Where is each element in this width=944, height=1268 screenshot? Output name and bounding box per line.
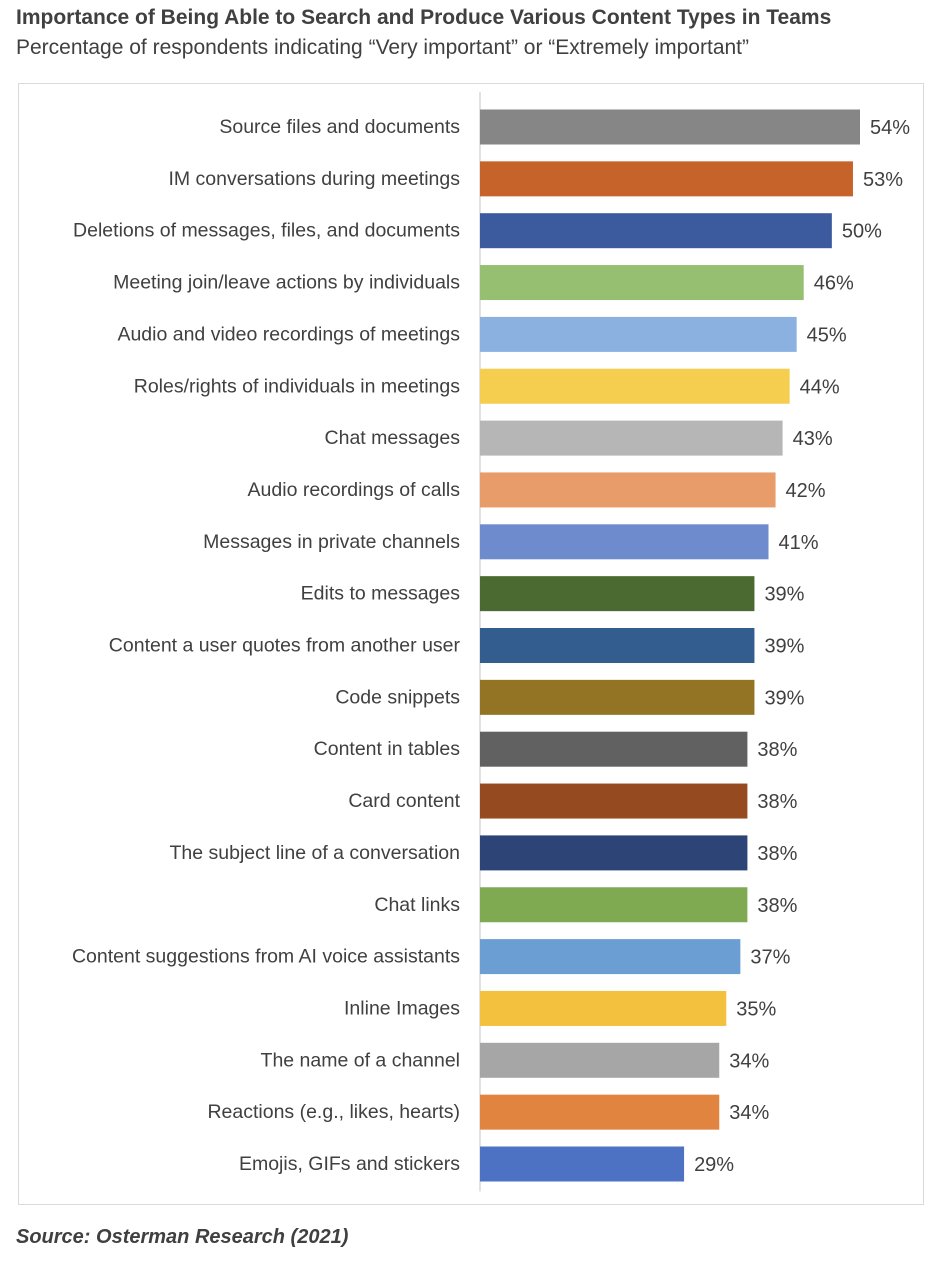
bar-deletions-of-messages-files-and-documents <box>480 213 832 249</box>
value-label-card-content: 38% <box>757 791 797 813</box>
bar-content-in-tables <box>480 731 748 767</box>
bar-audio-and-video-recordings-of-meetings <box>480 316 797 352</box>
category-label-the-name-of-a-channel: The name of a channel <box>261 1049 460 1071</box>
category-label-reactions-e-g-likes-hearts: Reactions (e.g., likes, hearts) <box>207 1101 460 1123</box>
bar-the-name-of-a-channel <box>480 1042 720 1078</box>
value-label-inline-images: 35% <box>736 998 776 1020</box>
category-label-deletions-of-messages-files-and-documents: Deletions of messages, files, and docume… <box>73 220 460 242</box>
category-label-card-content: Card content <box>348 790 460 812</box>
category-label-content-a-user-quotes-from-another-user: Content a user quotes from another user <box>109 635 461 657</box>
bar-source-files-and-documents <box>480 109 860 145</box>
category-label-content-in-tables: Content in tables <box>314 738 461 760</box>
bar-inline-images <box>480 990 727 1026</box>
value-label-chat-messages: 43% <box>793 428 833 450</box>
chart-subtitle: Percentage of respondents indicating “Ve… <box>16 36 750 59</box>
chart-title: Importance of Being Able to Search and P… <box>16 6 832 29</box>
bars-group: Source files and documents 54% IM conversa… <box>72 109 910 1182</box>
bar-im-conversations-during-meetings <box>480 161 853 197</box>
bar-the-subject-line-of-a-conversation <box>480 835 748 871</box>
bar-card-content <box>480 783 748 819</box>
bar-content-a-user-quotes-from-another-user <box>480 628 755 663</box>
value-label-code-snippets: 39% <box>764 687 804 709</box>
category-label-chat-links: Chat links <box>374 894 460 916</box>
value-label-source-files-and-documents: 54% <box>870 117 910 139</box>
category-label-chat-messages: Chat messages <box>325 427 461 449</box>
category-label-source-files-and-documents: Source files and documents <box>219 116 460 138</box>
value-label-messages-in-private-channels: 41% <box>779 532 819 554</box>
bar-content-suggestions-from-ai-voice-assistants <box>480 939 741 975</box>
bar-audio-recordings-of-calls <box>480 472 776 508</box>
chart-area: Source files and documents 54% IM conversa… <box>18 83 924 1205</box>
category-label-audio-and-video-recordings-of-meetings: Audio and video recordings of meetings <box>117 323 460 345</box>
source-note: Source: Osterman Research (2021) <box>16 1226 349 1248</box>
category-label-audio-recordings-of-calls: Audio recordings of calls <box>248 479 461 501</box>
value-label-emojis-gifs-and-stickers: 29% <box>694 1154 734 1176</box>
bar-chat-messages <box>480 420 783 456</box>
category-label-im-conversations-during-meetings: IM conversations during meetings <box>168 168 460 190</box>
category-label-inline-images: Inline Images <box>344 997 460 1019</box>
bar-chat-links <box>480 887 748 923</box>
value-label-roles-rights-of-individuals-in-meetings: 44% <box>800 376 840 398</box>
category-label-emojis-gifs-and-stickers: Emojis, GIFs and stickers <box>239 1153 460 1175</box>
value-label-meeting-join-leave-actions-by-individuals: 46% <box>814 273 854 295</box>
bar-emojis-gifs-and-stickers <box>480 1146 685 1182</box>
value-label-content-suggestions-from-ai-voice-assistants: 37% <box>750 947 790 969</box>
bar-meeting-join-leave-actions-by-individuals <box>480 265 804 301</box>
category-label-content-suggestions-from-ai-voice-assistants: Content suggestions from AI voice assist… <box>72 946 460 968</box>
value-label-deletions-of-messages-files-and-documents: 50% <box>842 221 882 243</box>
bar-code-snippets <box>480 679 755 715</box>
value-label-edits-to-messages: 39% <box>764 584 804 606</box>
bar-chart: Source files and documents 54% IM conversa… <box>72 92 910 1192</box>
value-label-content-a-user-quotes-from-another-user: 39% <box>764 636 804 658</box>
category-label-code-snippets: Code snippets <box>335 686 460 708</box>
value-label-the-subject-line-of-a-conversation: 38% <box>757 843 797 865</box>
value-label-im-conversations-during-meetings: 53% <box>863 169 903 191</box>
value-label-reactions-e-g-likes-hearts: 34% <box>729 1102 769 1124</box>
bar-roles-rights-of-individuals-in-meetings <box>480 368 790 404</box>
bar-reactions-e-g-likes-hearts <box>480 1094 720 1130</box>
bar-edits-to-messages <box>480 576 755 612</box>
category-label-roles-rights-of-individuals-in-meetings: Roles/rights of individuals in meetings <box>134 375 460 397</box>
category-label-messages-in-private-channels: Messages in private channels <box>203 531 460 553</box>
bar-messages-in-private-channels <box>480 524 769 560</box>
category-label-edits-to-messages: Edits to messages <box>301 583 461 605</box>
value-label-content-in-tables: 38% <box>757 739 797 761</box>
category-label-meeting-join-leave-actions-by-individuals: Meeting join/leave actions by individual… <box>113 272 460 294</box>
value-label-chat-links: 38% <box>757 895 797 917</box>
value-label-audio-and-video-recordings-of-meetings: 45% <box>807 324 847 346</box>
value-label-the-name-of-a-channel: 34% <box>729 1050 769 1072</box>
value-label-audio-recordings-of-calls: 42% <box>786 480 826 502</box>
category-label-the-subject-line-of-a-conversation: The subject line of a conversation <box>169 842 460 864</box>
